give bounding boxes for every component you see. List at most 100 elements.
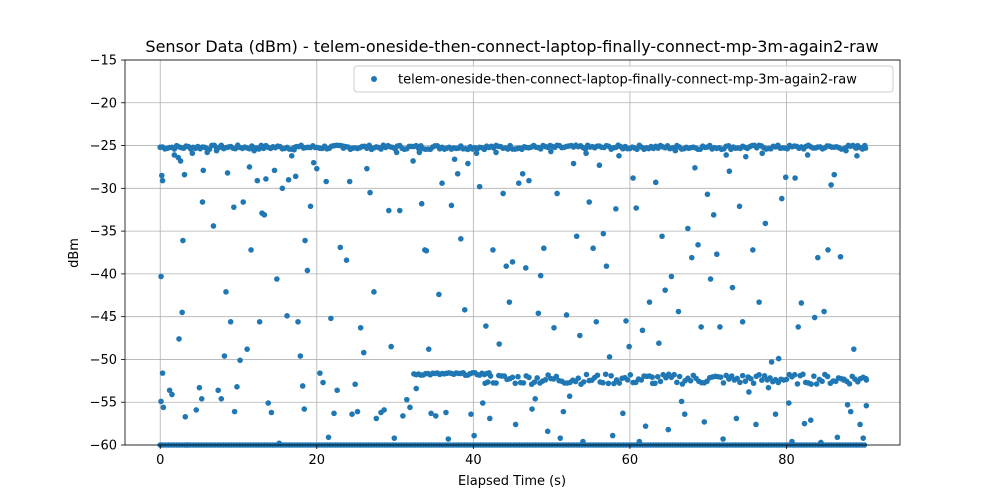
scatter-point [418,200,425,207]
scatter-point [404,396,410,403]
scatter-point [815,254,821,261]
scatter-point [791,371,798,378]
scatter-point [707,276,714,282]
plot-frame [124,59,901,446]
scatter-point [391,435,398,441]
scatter-point [304,267,311,274]
scatter-point [800,371,806,378]
scatter-point [583,150,589,157]
scatter-point [483,323,489,329]
scatter-point [739,319,746,325]
legend: telem-oneside-then-connect-laptop-finall… [353,65,894,93]
scatter-point [608,372,614,379]
scatter-point [638,377,645,383]
scatter-point [180,237,186,244]
scatter-point [854,153,860,159]
scatter-point [671,371,677,378]
scatter-point [674,379,680,386]
scatter-point [620,410,626,417]
scatter-point [271,167,278,174]
scatter-point [500,190,506,197]
scatter-point [428,410,434,417]
scatter-point [659,233,665,240]
scatter-point [734,375,740,382]
scatter-point [388,343,394,350]
scatter-point [600,230,607,237]
scatter-point [485,379,491,385]
scatter-point [818,439,824,446]
scatter-point [320,379,326,386]
scatter-point [159,370,166,376]
scatter-point [813,381,820,387]
scatter-point [837,253,844,260]
scatter-point [413,385,420,392]
scatter-point [473,150,480,157]
scatter-point [828,182,834,188]
y-axis-label: dBm [67,238,82,268]
scatter-point [580,379,587,385]
scatter-point [792,175,798,181]
scatter-point [325,434,332,441]
scatter-point [704,191,711,198]
scatter-point [762,220,769,227]
scatter-point [630,175,636,181]
y-tick-label: −55 [90,396,117,411]
scatter-point [451,156,458,163]
scatter-point [739,372,746,379]
scatter-point [590,245,596,252]
scatter-point [750,380,757,387]
scatter-point [575,375,582,381]
scatter-point [297,353,304,359]
scatter-point [509,374,516,381]
scatter-point [503,263,510,269]
scatter-point [750,247,756,253]
scatter-point [519,170,526,177]
scatter-point [819,378,825,385]
scatter-point [687,377,694,384]
scatter-point [323,178,329,185]
scatter-point [279,185,286,192]
scatter-point [714,251,720,258]
axis-ticks: 0 20 40 60 80 −60 −55 −50 −45 −40 −35 −30 −25 −20 −15 [90,54,795,469]
scatter-point [531,379,538,385]
scatter-point [181,171,188,178]
scatter-point [782,174,789,181]
scatter-point [254,177,261,184]
scatter-point [224,170,231,176]
scatter-point [256,319,263,325]
y-tick-label: −45 [90,310,117,325]
scatter-point [717,324,723,330]
scatter-point [857,421,863,428]
scatter-point [261,212,268,218]
scatter-point [851,346,857,352]
scatter-point [357,324,364,331]
scatter-point [698,324,704,330]
scatter-point [354,408,361,415]
scatter-point [400,413,406,419]
scatter-point [596,162,603,169]
scatter-point [688,254,695,261]
scatter-point [843,147,849,154]
scatter-point [593,319,600,325]
scatter-point [244,346,250,352]
scatter-point [807,417,814,423]
scatter-point [789,438,795,445]
scatter-point [246,164,253,170]
scatter-point [811,373,817,379]
scatter-point [284,313,290,319]
scatter-point [307,203,314,210]
scatter-point [668,273,675,280]
scatter-point [198,396,205,402]
scatter-point [407,404,413,411]
scatter-point [158,273,164,280]
scatter-point [263,176,269,182]
scatter-point [537,272,544,279]
scatter-point [443,409,449,416]
x-axis-label: Elapsed Time (s) [458,474,566,489]
scatter-point [768,359,775,365]
scatter-point [515,373,521,380]
scatter-point [479,400,486,406]
scatter-point [560,408,567,415]
scatter-point [554,190,560,197]
